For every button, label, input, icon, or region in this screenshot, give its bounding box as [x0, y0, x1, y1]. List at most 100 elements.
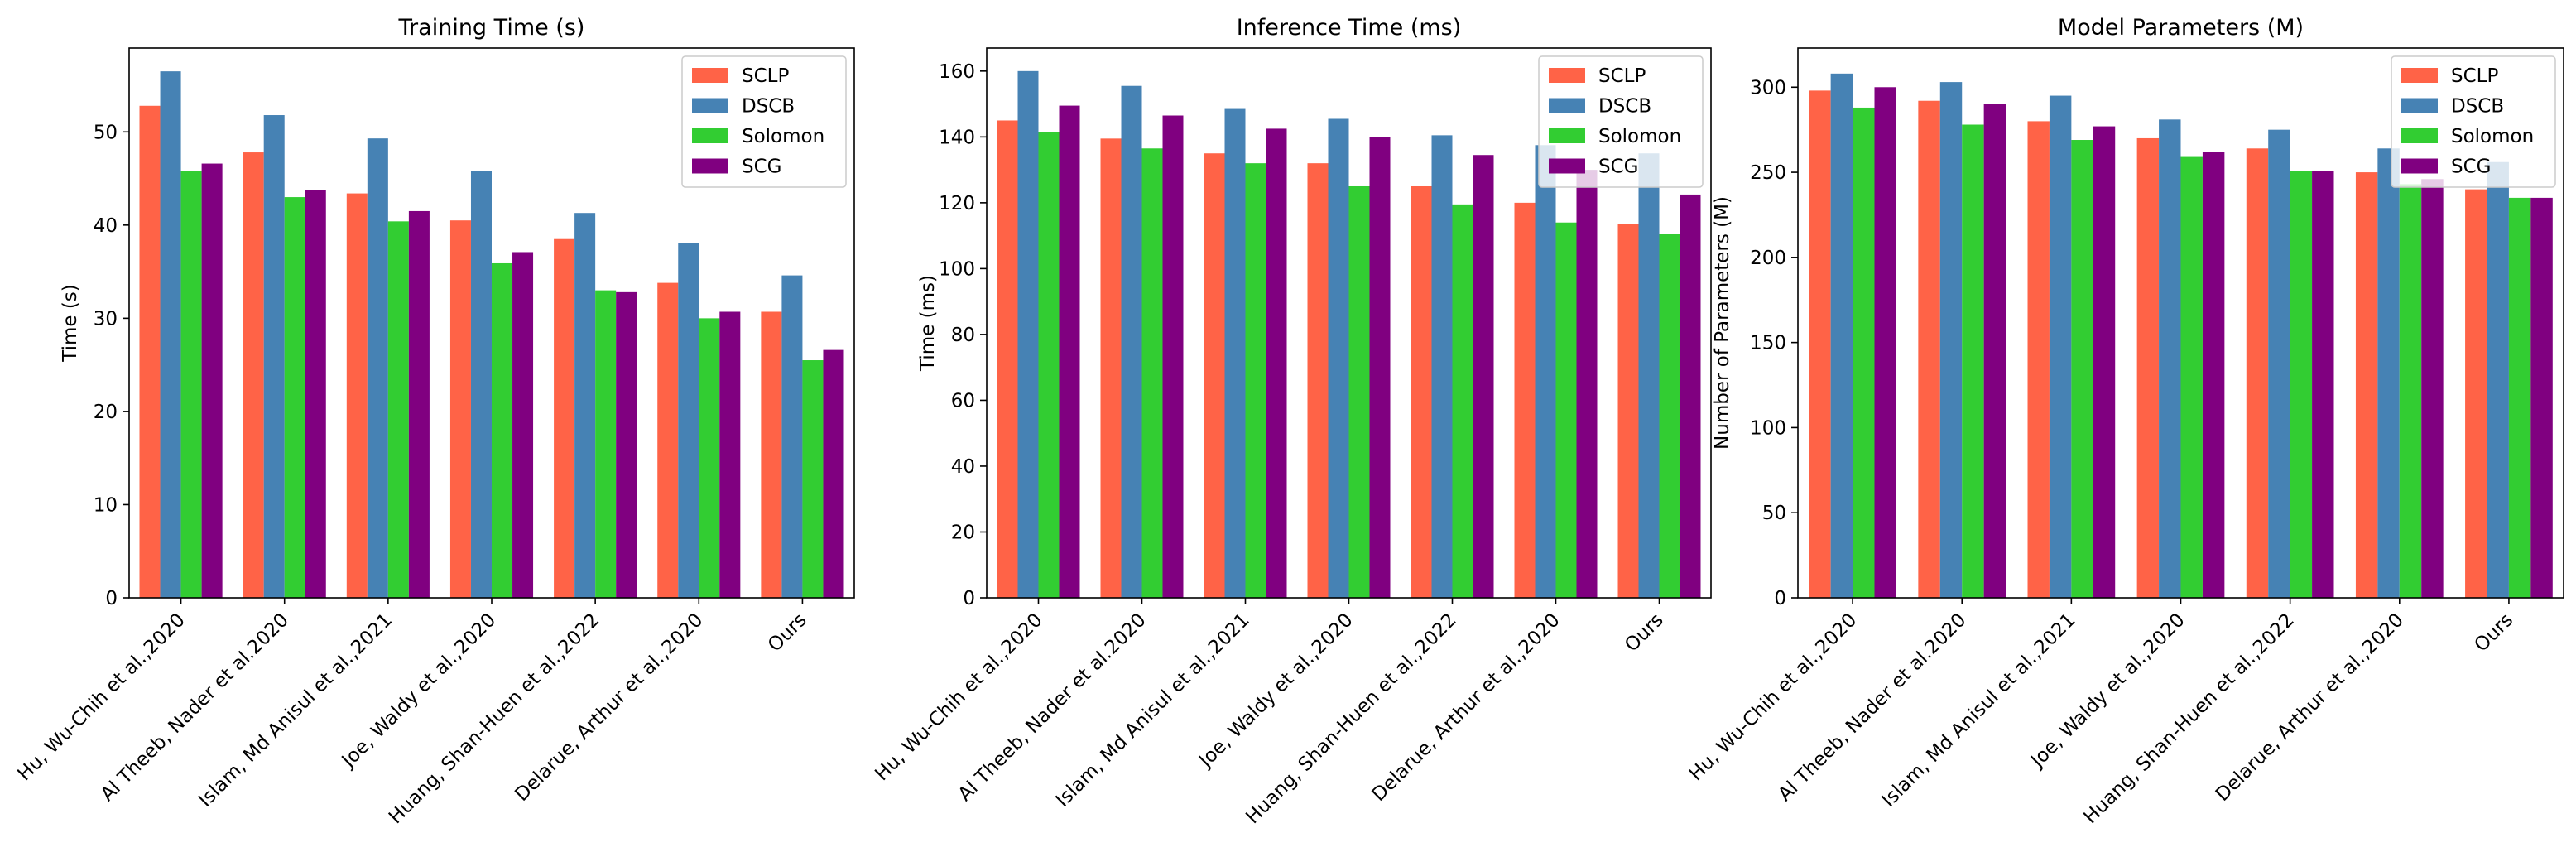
legend-label-dscb: DSCB — [742, 96, 795, 118]
y-tick-label: 150 — [1750, 333, 1786, 354]
y-tick-label: 40 — [951, 456, 975, 478]
bar-solomon-6 — [2399, 184, 2422, 598]
y-tick-label: 0 — [963, 588, 975, 609]
x-tick-label: Huang, Shan-Huen et al.,2022 — [1242, 609, 1460, 828]
bar-sclp-3 — [1204, 153, 1225, 599]
bar-scg-3 — [2093, 126, 2116, 598]
bar-dscb-2 — [1939, 82, 1963, 599]
legend: SCLP DSCB Solomon SCG — [681, 55, 847, 188]
bar-scg-1 — [201, 163, 223, 599]
bar-solomon-1 — [180, 171, 202, 598]
bar-solomon-5 — [2290, 171, 2313, 598]
y-tick-label: 300 — [1750, 77, 1786, 99]
bar-sclp-6 — [1514, 202, 1536, 598]
bar-sclp-2 — [243, 152, 264, 599]
bar-solomon-4 — [492, 262, 513, 598]
x-tick-label: Delarue, Arthur et al.,2020 — [511, 609, 707, 806]
bar-dscb-4 — [1328, 118, 1349, 599]
bar-solomon-7 — [1659, 234, 1680, 598]
legend-label-scg: SCG — [742, 156, 781, 178]
y-axis-label: Time (ms) — [917, 275, 939, 372]
x-tick-label: Delarue, Arthur et al.,2020 — [1368, 609, 1564, 806]
x-tick-label: Delarue, Arthur et al.,2020 — [2212, 609, 2408, 806]
bar-dscb-3 — [2049, 95, 2072, 598]
bar-solomon-5 — [595, 290, 617, 598]
legend-swatch-dscb — [692, 98, 728, 113]
bar-scg-6 — [719, 311, 741, 598]
bar-dscb-3 — [367, 138, 388, 599]
y-tick-label: 100 — [1750, 417, 1786, 439]
x-tick-label: Hu, Wu-Chih et al.,2020 — [871, 609, 1046, 785]
chart-title: Model Parameters (M) — [2058, 15, 2304, 41]
legend-label-sclp: SCLP — [742, 65, 789, 87]
bar-sclp-6 — [2355, 172, 2378, 598]
y-axis-label: Number of Parameters (M) — [1712, 196, 1733, 450]
bar-scg-2 — [305, 190, 326, 598]
bar-sclp-1 — [139, 105, 161, 598]
y-tick-label: 140 — [939, 127, 975, 148]
legend-box — [681, 55, 847, 188]
x-tick-label: Ours — [2471, 609, 2518, 657]
bar-scg-2 — [1983, 104, 2006, 599]
legend-swatch-solomon — [1549, 128, 1585, 143]
bar-sclp-1 — [997, 120, 1018, 599]
legend-swatch-dscb — [2401, 98, 2438, 113]
y-tick-label: 160 — [939, 61, 975, 83]
bar-scg-4 — [2202, 152, 2225, 598]
x-tick-label: Al Theeb, Nader et al.2020 — [97, 609, 293, 806]
x-tick-label: Islam, Md Anisul et al.,2021 — [195, 609, 396, 811]
bar-sclp-7 — [2465, 189, 2487, 598]
bar-scg-5 — [2312, 171, 2334, 598]
bar-scg-4 — [1369, 137, 1391, 599]
legend-label-scg: SCG — [1598, 156, 1638, 178]
y-tick-label: 40 — [94, 215, 118, 237]
x-tick-label: Al Theeb, Nader et al.2020 — [954, 609, 1151, 806]
legend-label-scg: SCG — [2451, 156, 2491, 178]
bar-dscb-2 — [263, 115, 285, 598]
bar-scg-3 — [1266, 128, 1287, 598]
bar-solomon-3 — [1245, 163, 1266, 598]
bar-solomon-2 — [1962, 124, 1984, 598]
legend-swatch-scg — [692, 158, 728, 174]
legend-label-sclp: SCLP — [1598, 65, 1646, 87]
bar-sclp-3 — [346, 193, 368, 598]
bar-scg-1 — [1059, 105, 1080, 598]
legend-swatch-scg — [1549, 158, 1585, 174]
legend: SCLP DSCB Solomon SCG — [2391, 55, 2556, 188]
y-axis-label: Time (s) — [60, 284, 81, 363]
bar-solomon-4 — [1348, 185, 1370, 599]
y-tick-label: 30 — [94, 308, 118, 330]
legend-swatch-solomon — [692, 128, 728, 143]
bar-dscb-7 — [2487, 161, 2509, 599]
bar-sclp-2 — [1918, 100, 1940, 599]
bar-dscb-1 — [160, 71, 181, 598]
chart-panel-2: 0 20 40 60 80 100 120 140 160 Hu, Wu-Chih et al.,… — [871, 15, 1712, 828]
bar-dscb-6 — [1535, 145, 1556, 599]
y-tick-label: 100 — [939, 258, 975, 280]
bar-dscb-5 — [1431, 135, 1453, 598]
bar-scg-7 — [2530, 197, 2553, 598]
bar-sclp-5 — [1411, 185, 1432, 599]
bar-solomon-2 — [1141, 148, 1163, 598]
x-tick-label: Ours — [1621, 609, 1668, 657]
chart-title: Inference Time (ms) — [1237, 15, 1462, 41]
legend-swatch-scg — [2401, 158, 2438, 174]
y-tick-label: 120 — [939, 193, 975, 214]
bar-scg-3 — [408, 210, 430, 598]
y-tick-label: 50 — [94, 122, 118, 143]
bar-scg-5 — [1473, 155, 1494, 599]
y-tick-label: 250 — [1750, 162, 1786, 184]
bar-dscb-6 — [678, 243, 699, 598]
y-tick-label: 10 — [94, 494, 118, 516]
bar-sclp-3 — [2027, 121, 2050, 598]
bar-solomon-2 — [284, 197, 305, 598]
bar-solomon-7 — [802, 360, 824, 598]
legend-swatch-sclp — [2401, 68, 2438, 83]
x-tick-label: Islam, Md Anisul et al.,2021 — [1878, 609, 2080, 811]
bar-scg-2 — [1162, 115, 1184, 598]
legend-swatch-sclp — [692, 68, 728, 83]
bar-solomon-1 — [1038, 132, 1060, 598]
bar-sclp-2 — [1100, 138, 1122, 599]
